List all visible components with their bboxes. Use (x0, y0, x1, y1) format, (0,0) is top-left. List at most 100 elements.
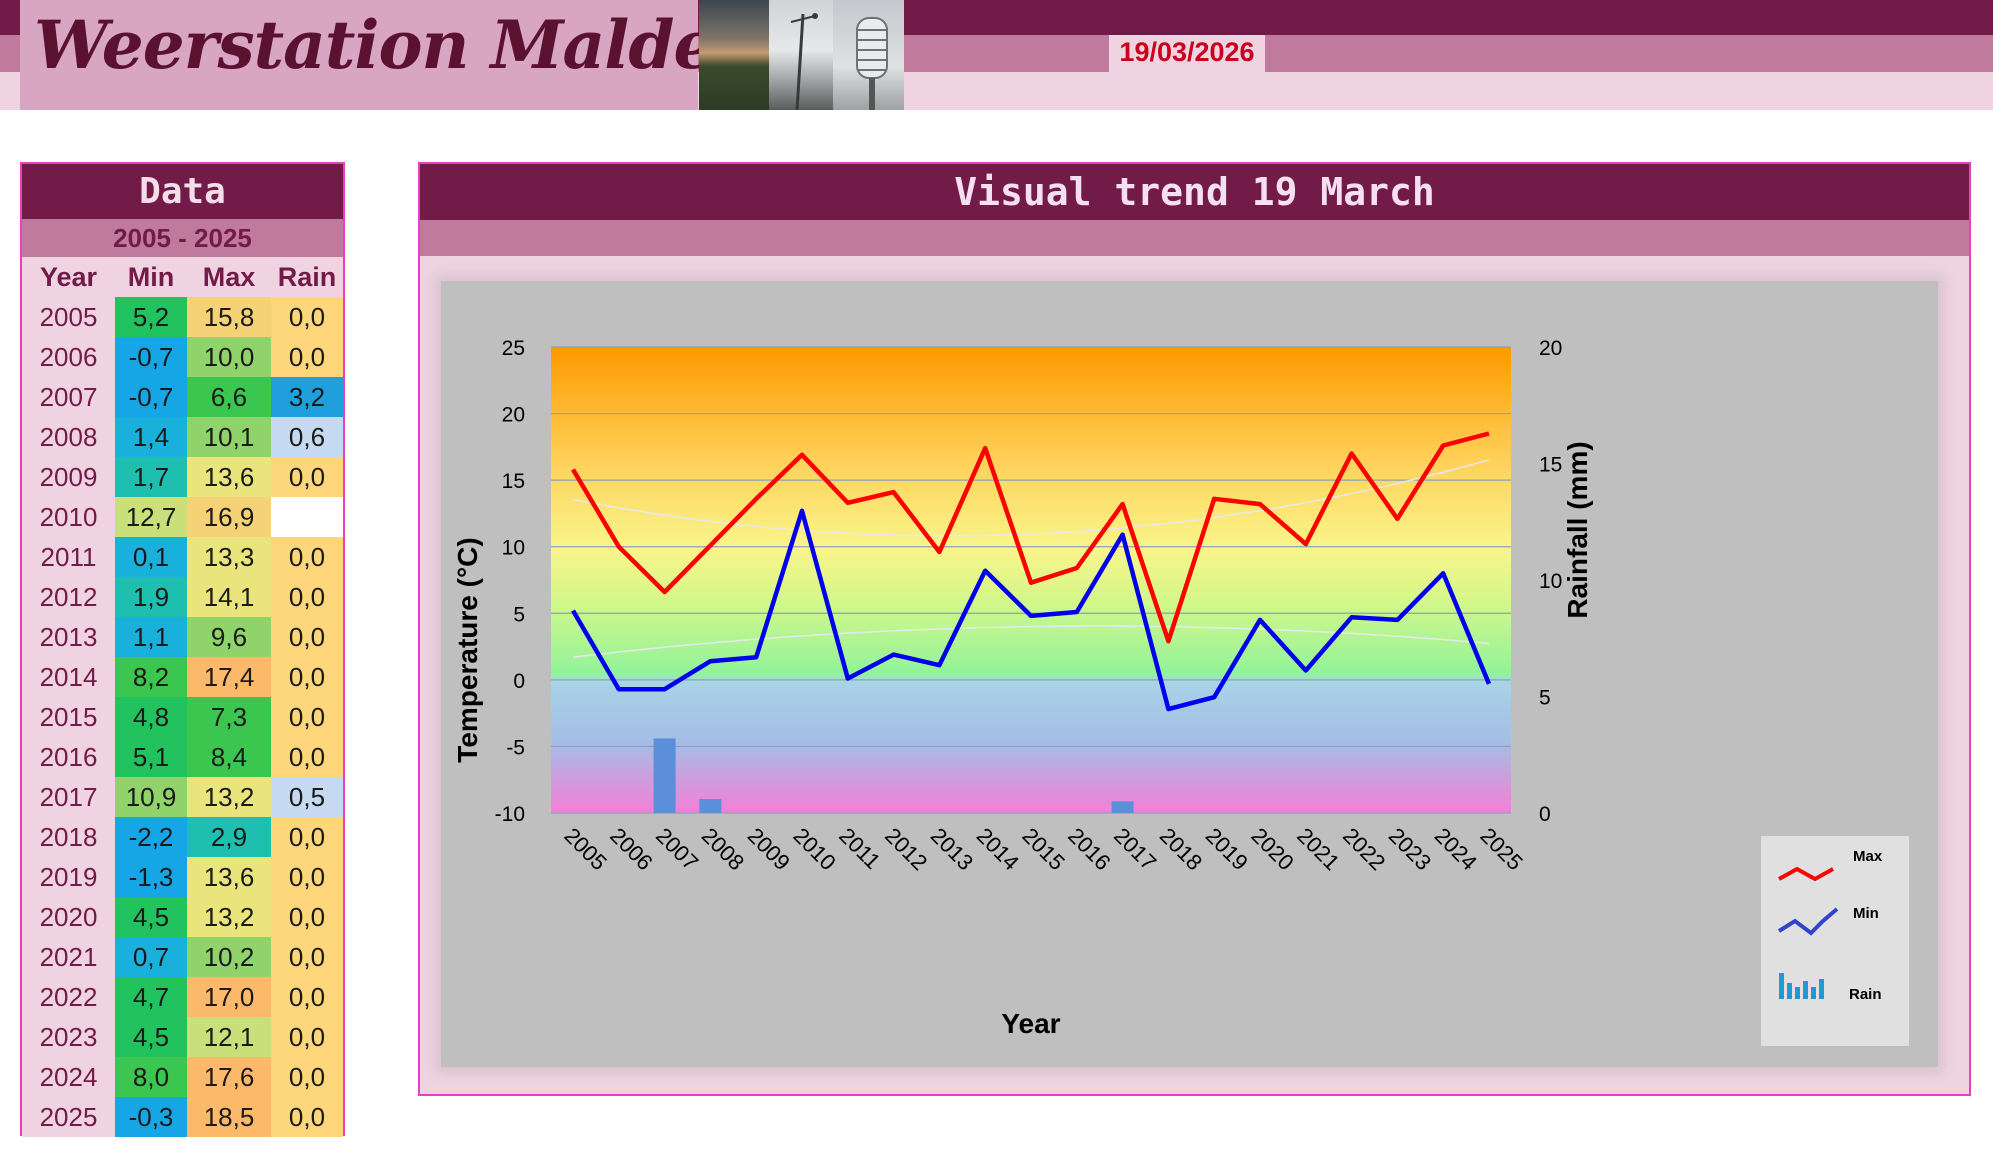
cell-year: 2014 (22, 657, 115, 697)
y2-axis-label: Rainfall (mm) (1562, 441, 1593, 618)
table-row: 2017 10,9 13,2 0,5 (22, 777, 343, 817)
site-title-box (20, 0, 698, 110)
cell-min: 4,7 (115, 977, 187, 1017)
table-row: 2010 12,7 16,9 (22, 497, 343, 537)
table-row: 2015 4,8 7,3 0,0 (22, 697, 343, 737)
cell-min: -0,3 (115, 1097, 187, 1137)
cell-year: 2021 (22, 937, 115, 977)
x-tick-label: 2014 (972, 823, 1024, 875)
cell-rain: 0,0 (271, 817, 343, 857)
cell-max: 9,6 (187, 617, 271, 657)
table-row: 2022 4,7 17,0 0,0 (22, 977, 343, 1017)
y-tick-label: -10 (495, 803, 525, 826)
cell-max: 10,2 (187, 937, 271, 977)
cell-min: 0,1 (115, 537, 187, 577)
header-photo-landscape (699, 0, 769, 110)
cell-year: 2013 (22, 617, 115, 657)
cell-rain: 0,0 (271, 657, 343, 697)
cell-rain: 0,0 (271, 537, 343, 577)
cell-max: 13,2 (187, 897, 271, 937)
x-tick-label: 2016 (1063, 823, 1115, 875)
cell-max: 17,4 (187, 657, 271, 697)
cell-min: 5,2 (115, 297, 187, 337)
rain-bar (1111, 801, 1134, 813)
x-axis: 2005200620072008200920102011201220132014… (559, 823, 1527, 875)
series-lines (571, 431, 1492, 712)
table-row: 2020 4,5 13,2 0,0 (22, 897, 343, 937)
y-tick-label: -5 (506, 736, 525, 759)
cell-min: 5,1 (115, 737, 187, 777)
cell-min: 1,7 (115, 457, 187, 497)
cell-max: 13,2 (187, 777, 271, 817)
cell-rain: 0,0 (271, 297, 343, 337)
x-tick-label: 2019 (1201, 823, 1253, 875)
table-row: 2021 0,7 10,2 0,0 (22, 937, 343, 977)
header-photo-mast (769, 0, 833, 111)
x-tick-label: 2005 (559, 823, 611, 875)
cell-rain: 0,0 (271, 577, 343, 617)
y-tick-label: 25 (502, 337, 525, 360)
cell-min: 4,5 (115, 897, 187, 937)
cell-max: 10,1 (187, 417, 271, 457)
table-row: 2016 5,1 8,4 0,0 (22, 737, 343, 777)
cell-max: 2,9 (187, 817, 271, 857)
weather-mast-icon (790, 13, 818, 111)
legend-min-icon (1777, 907, 1839, 936)
cell-year: 2005 (22, 297, 115, 337)
cell-year: 2020 (22, 897, 115, 937)
x-tick-label: 2022 (1338, 823, 1390, 875)
cell-year: 2008 (22, 417, 115, 457)
legend-max-label: Max (1853, 848, 1883, 865)
cell-year: 2007 (22, 377, 115, 417)
chart-legend: Max Min Rain (1761, 836, 1909, 1046)
cell-rain: 0,5 (271, 777, 343, 817)
cell-rain: 0,0 (271, 457, 343, 497)
header-max: Max (202, 262, 256, 292)
table-year-range: 2005 - 2025 (22, 219, 343, 257)
x-tick-label: 2025 (1475, 823, 1527, 875)
y-tick-label: 15 (502, 470, 525, 493)
cell-max: 13,6 (187, 857, 271, 897)
cell-min: 1,4 (115, 417, 187, 457)
cell-year: 2019 (22, 857, 115, 897)
x-axis-label: Year (1001, 1008, 1060, 1039)
table-row: 2008 1,4 10,1 0,6 (22, 417, 343, 457)
stevenson-screen-icon (856, 17, 888, 110)
cell-year: 2010 (22, 497, 115, 537)
cell-year: 2017 (22, 777, 115, 817)
cell-min: -2,2 (115, 817, 187, 857)
header-year: Year (39, 262, 98, 292)
cell-rain: 3,2 (271, 377, 343, 417)
cell-min: 12,7 (115, 497, 187, 537)
x-tick-label: 2012 (880, 823, 932, 875)
header-min: Min (127, 262, 175, 292)
cell-year: 2022 (22, 977, 115, 1017)
cell-max: 16,9 (187, 497, 271, 537)
chart-area: -10 -5 0 5 10 15 20 25 0 5 10 15 20 2005 2006 2007 200… (441, 281, 1938, 1067)
x-tick-label: 2021 (1292, 823, 1344, 875)
table-row: 2014 8,2 17,4 0,0 (22, 657, 343, 697)
cell-min: 1,9 (115, 577, 187, 617)
cell-min: 10,9 (115, 777, 187, 817)
cell-max: 14,1 (187, 577, 271, 617)
cell-min: 4,8 (115, 697, 187, 737)
rain-bar (653, 738, 676, 813)
table-row: 2009 1,7 13,6 0,0 (22, 457, 343, 497)
table-row: 2024 8,0 17,6 0,0 (22, 1057, 343, 1097)
chart-subheader-band (420, 220, 1969, 256)
cell-min: 8,2 (115, 657, 187, 697)
trendline-max (572, 459, 1490, 537)
y-tick-label: 20 (502, 404, 525, 427)
rain-bar (699, 799, 722, 813)
legend-rain-label: Rain (1849, 986, 1882, 1003)
cell-year: 2023 (22, 1017, 115, 1057)
y2-tick-label: 15 (1539, 454, 1562, 477)
cell-max: 13,3 (187, 537, 271, 577)
cell-rain: 0,0 (271, 1057, 343, 1097)
cell-year: 2012 (22, 577, 115, 617)
data-table: Data 2005 - 2025 Year Min Max Rain 2005 5… (20, 162, 345, 1137)
table-row: 2013 1,1 9,6 0,0 (22, 617, 343, 657)
cell-min: 8,0 (115, 1057, 187, 1097)
x-tick-label: 2009 (743, 823, 795, 875)
